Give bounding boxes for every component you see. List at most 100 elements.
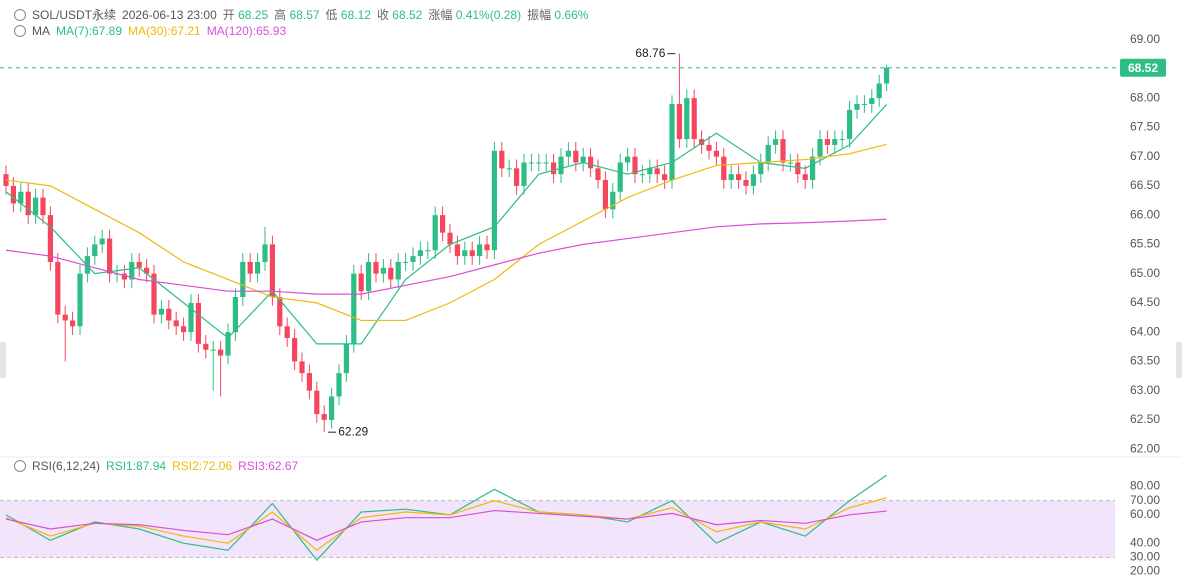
candle-body (136, 261, 142, 268)
candle-body (491, 150, 497, 251)
candle-body (388, 267, 394, 280)
candle-body (595, 168, 601, 181)
candle-body (329, 396, 335, 420)
rsi-tick-label: 70.00 (1130, 493, 1160, 507)
candle-body (462, 250, 468, 257)
candle-body (129, 261, 135, 280)
ma-line (5, 143, 887, 322)
candle-body (203, 343, 209, 350)
candle-body (750, 174, 756, 186)
scroll-right[interactable] (1176, 342, 1182, 378)
candle-body (358, 273, 364, 292)
candle-body (817, 139, 823, 157)
candle-body (639, 174, 645, 176)
candle-body (713, 150, 719, 157)
scroll-left[interactable] (0, 342, 6, 378)
candle-body (366, 261, 372, 292)
amplitude-value: 0.66% (554, 8, 589, 22)
candle-body (321, 414, 327, 420)
rsi-tick-label: 40.00 (1130, 535, 1160, 549)
collapse-icon[interactable] (14, 8, 26, 21)
candle-body (247, 261, 253, 274)
candle-body (62, 314, 68, 321)
collapse-icon[interactable] (14, 460, 26, 472)
candle-body (795, 162, 801, 175)
candle-body (121, 273, 127, 280)
candle-body (625, 156, 631, 163)
candle-body (232, 297, 238, 333)
high-value: 68.57 (289, 8, 320, 22)
candle-body (758, 162, 764, 175)
candle-body (33, 197, 39, 216)
y-tick-label: 65.00 (1130, 266, 1160, 280)
candle-body (343, 343, 349, 374)
legend-entry: RSI3:62.67 (238, 459, 299, 473)
candle-body (262, 244, 268, 262)
candle-body (55, 261, 61, 315)
change-value: 0.41%(0.28) (455, 8, 522, 22)
close-label: 收 (376, 8, 389, 22)
candle-body (380, 267, 386, 274)
high-label: 高 (274, 8, 287, 22)
candle-body (210, 349, 216, 351)
candle-body (284, 326, 290, 338)
low-value: 68.12 (340, 8, 371, 22)
candle-body (521, 162, 527, 186)
candle-body (514, 168, 520, 186)
ma-line (5, 218, 887, 295)
candle-body (565, 150, 571, 157)
candle-body (699, 139, 705, 145)
candle-body (506, 168, 512, 170)
candle-body (810, 156, 816, 181)
candle-body (99, 238, 105, 245)
legend-entry: RSI2:72.06 (172, 459, 233, 473)
amplitude-label: 振幅 (527, 8, 552, 22)
candle-body (691, 98, 697, 140)
open-value: 68.25 (238, 8, 269, 22)
time: 2026-06-13 23:00 (122, 7, 217, 22)
candle-body (876, 83, 882, 99)
low-label: 低 (325, 8, 338, 22)
candle-body (292, 337, 298, 362)
candle-body (721, 156, 727, 181)
close-value: 68.52 (392, 8, 423, 22)
candle-body (824, 139, 830, 145)
y-tick-label: 67.00 (1130, 149, 1160, 163)
collapse-icon[interactable] (14, 25, 26, 37)
candle-body (225, 332, 231, 356)
candle-body (417, 250, 423, 257)
legend-entry: RSI1:87.94 (106, 459, 167, 473)
candle-body (425, 250, 431, 252)
candle-body (395, 261, 401, 280)
candle-body (410, 256, 416, 262)
candle-body (70, 320, 76, 327)
candle-body (706, 144, 712, 151)
y-tick-label: 64.00 (1130, 324, 1160, 338)
y-tick-label: 66.00 (1130, 207, 1160, 221)
y-tick-label: 65.50 (1130, 237, 1160, 251)
candle-body (299, 361, 305, 374)
candle-body (306, 373, 312, 391)
candle-body (77, 273, 83, 327)
candle-body (25, 191, 31, 216)
candle-body (765, 144, 771, 163)
candle-body (536, 162, 542, 164)
candle-body (647, 168, 653, 175)
candle-body (336, 373, 342, 397)
candle-body (240, 261, 246, 298)
y-tick-label: 63.00 (1130, 383, 1160, 397)
ma-label: MA (32, 24, 50, 38)
y-tick-label: 67.50 (1130, 120, 1160, 134)
rsi-band (0, 500, 1115, 558)
candle-body (373, 261, 379, 274)
candle-body (40, 197, 46, 216)
candle-body (854, 103, 860, 110)
open-label: 开 (222, 8, 235, 22)
rsi-line (5, 509, 887, 541)
candle-body (10, 185, 16, 204)
last-price-label: 68.52 (1128, 61, 1158, 75)
candle-body (847, 109, 853, 140)
y-tick-label: 62.00 (1130, 441, 1160, 455)
y-tick-label: 64.50 (1130, 295, 1160, 309)
